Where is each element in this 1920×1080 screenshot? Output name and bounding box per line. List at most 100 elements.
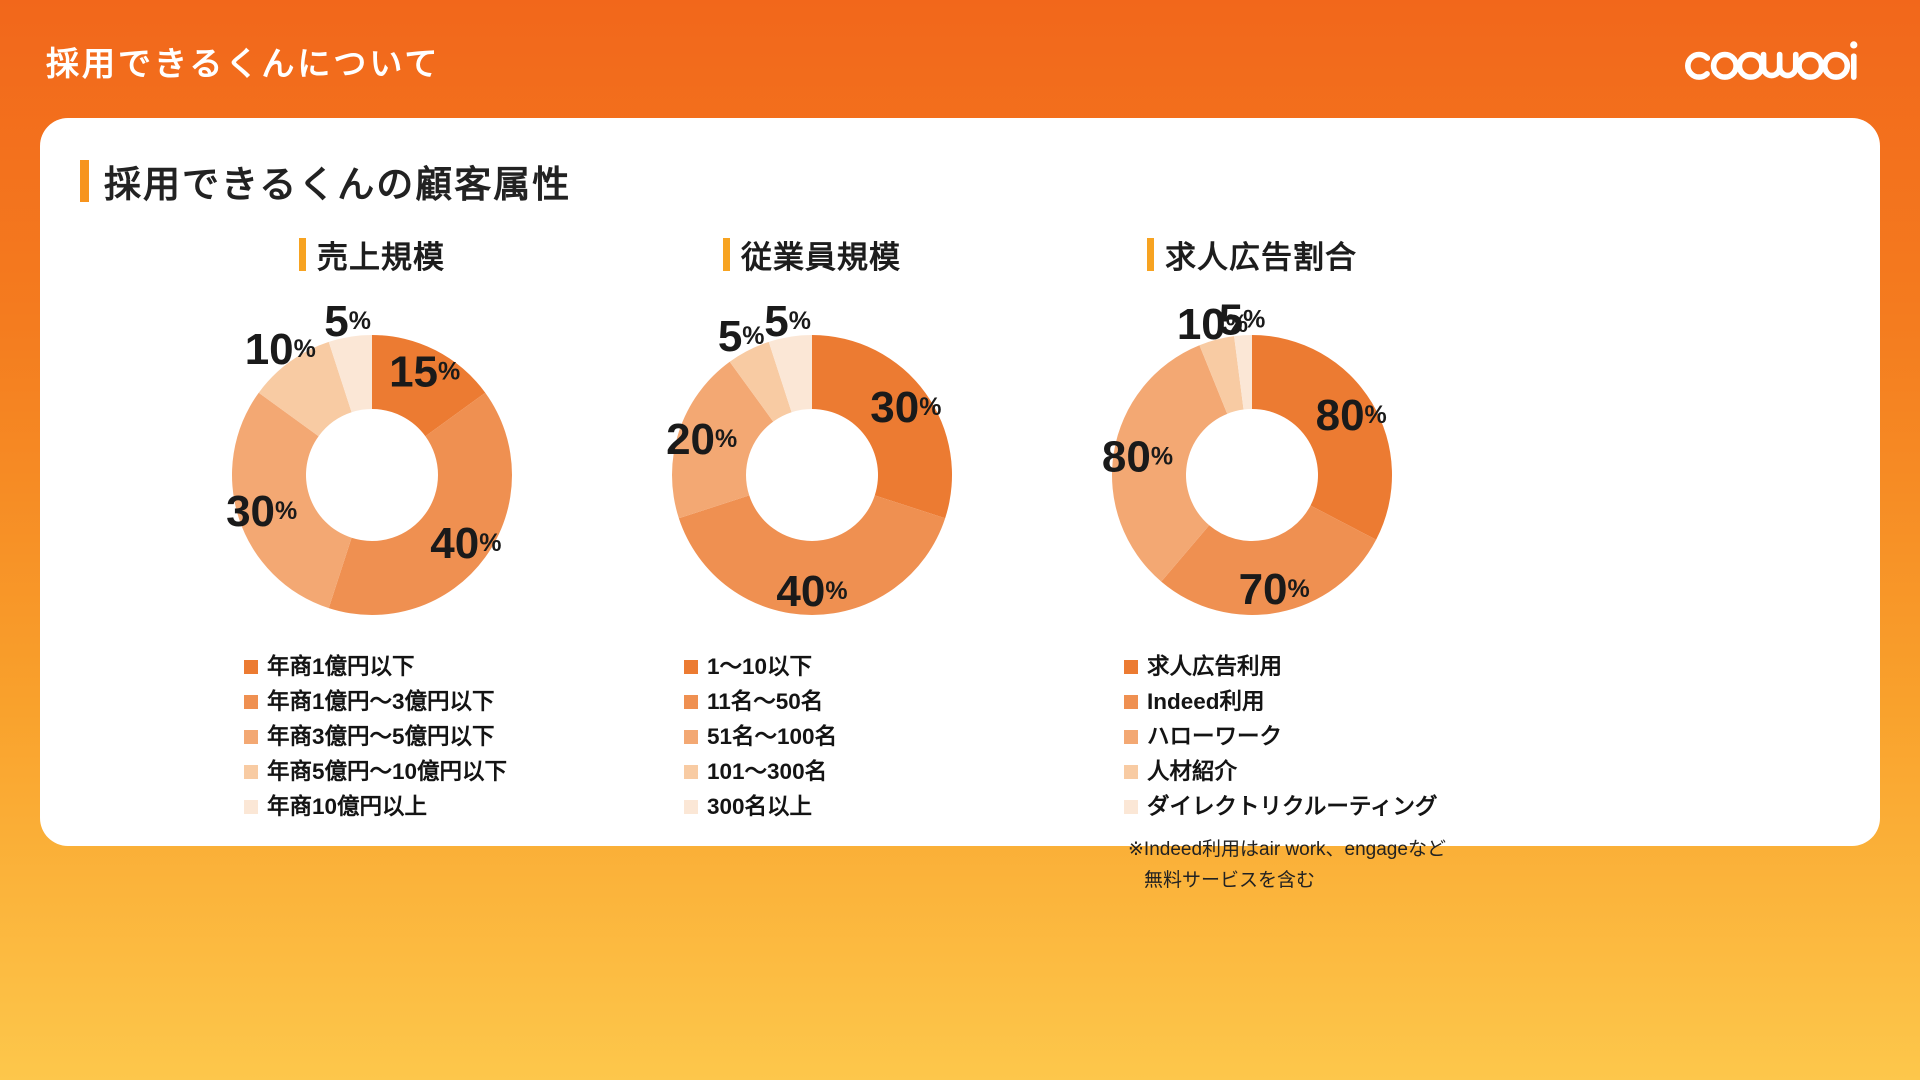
percent-label: 40% <box>430 519 501 568</box>
legend-label: 人材紹介 <box>1147 759 1238 784</box>
legend-label: 101〜300名 <box>707 759 828 784</box>
chart-footnote: 無料サービスを含む <box>1144 870 1316 891</box>
legend-item: 年商1億円以下 <box>244 649 507 684</box>
donut-slice <box>328 392 512 615</box>
legend-swatch <box>1124 764 1138 779</box>
legend-item: 年商3億円〜5億円以下 <box>244 719 507 754</box>
brand-logo <box>1683 32 1868 90</box>
chart-footnote: ※Indeed利用はair work、engageなど <box>1128 839 1446 860</box>
legend-item: 1〜10以下 <box>684 649 837 684</box>
donut-slice <box>678 495 946 616</box>
chart-heading-text: 求人広告割合 <box>1165 240 1357 275</box>
percent-label: 30% <box>226 486 297 535</box>
accent-bar <box>80 160 89 202</box>
legend-item: 300名以上 <box>684 789 837 824</box>
content-card: 採用できるくんの顧客属性 売上規模 15% 40% 30% 10% 5% 年商1億円以下… <box>40 118 1880 891</box>
percent-label: 70% <box>1239 564 1310 613</box>
chart-heading: 求人広告割合 <box>1147 232 1357 277</box>
donut-slice <box>1112 345 1228 582</box>
legend-label: ハローワーク <box>1147 724 1283 749</box>
donut-slice <box>372 335 486 437</box>
legend-swatch <box>1124 659 1138 674</box>
legend-item: ダイレクトリクルーティング <box>1124 789 1437 824</box>
legend-item: 年商1億円〜3億円以下 <box>244 684 507 719</box>
chart-legend: 年商1億円以下年商1億円〜3億円以下 年商3億円〜5億円以下 年商5億円〜10億円以… <box>152 649 507 824</box>
legend-swatch <box>244 659 258 674</box>
legend-item: 11名〜50名 <box>684 684 837 719</box>
donut-slice <box>1234 335 1252 410</box>
percent-label: 5% <box>764 296 811 345</box>
page-title: 採用できるくんについて <box>46 45 441 82</box>
legend-label: 51名〜100名 <box>707 724 838 749</box>
legend-label: 年商1億円以下 <box>267 654 415 679</box>
legend-item: 求人広告利用 <box>1124 649 1437 684</box>
accent-bar <box>723 238 730 271</box>
legend-swatch <box>684 659 698 674</box>
legend-item: ハローワーク <box>1124 719 1437 754</box>
donut-chart: 15% 40% 30% 10%5% <box>226 296 512 615</box>
percent-label: 10% <box>1177 300 1248 349</box>
chart-job-ad-share: 求人広告割合 80% 70% 80% 10% 5% 求人広告利用 Indeed利用 ハローワ… <box>1032 216 1472 896</box>
chart-notes: ※Indeed利用はair work、engageなど無料サービスを含む <box>1032 834 1446 896</box>
legend-item: 101〜300名 <box>684 754 837 789</box>
legend-label: 求人広告利用 <box>1147 654 1283 679</box>
legend-swatch <box>1124 694 1138 709</box>
donut-slice <box>328 335 372 413</box>
chart-sales-scale: 売上規模 15% 40% 30% 10% 5% 年商1億円以下年商1億円〜3億円以下 年商… <box>152 216 592 896</box>
donut-slice <box>812 335 952 519</box>
donut-slice <box>768 335 812 413</box>
donut-slice <box>1252 335 1392 540</box>
legend-swatch <box>244 764 258 779</box>
legend-swatch <box>684 799 698 814</box>
legend-swatch <box>684 729 698 744</box>
legend-swatch <box>1124 799 1138 814</box>
percent-label: 10% <box>245 324 316 373</box>
legend-swatch <box>244 694 258 709</box>
accent-bar <box>1147 238 1154 271</box>
chart-legend: 求人広告利用 Indeed利用 ハローワーク 人材紹介ダイレクトリクルーティング <box>1032 649 1437 824</box>
legend-label: 1〜10以下 <box>707 654 813 679</box>
legend-swatch <box>244 729 258 744</box>
legend-swatch <box>684 764 698 779</box>
donut-chart: 30% 40% 20% 5% 5% <box>666 296 952 616</box>
legend-label: 11名〜50名 <box>707 689 824 714</box>
accent-bar <box>299 238 306 271</box>
donut-slice <box>1161 505 1377 615</box>
legend-item: Indeed利用 <box>1124 684 1437 719</box>
donut-slice <box>231 392 352 609</box>
legend-item: 人材紹介 <box>1124 754 1437 789</box>
percent-label: 20% <box>666 415 737 464</box>
chart-legend: 1〜10以下 11名〜50名 51名〜100名 101〜300名 300名以上 <box>592 649 837 824</box>
legend-label: 年商3億円〜5億円以下 <box>267 724 495 749</box>
chart-employee-scale: 従業員規模 30% 40% 20% 5% 5% 1〜10以下 11名〜50名 51名〜100… <box>592 216 1032 896</box>
donut-slice <box>729 341 792 422</box>
section-title: 採用できるくんの顧客属性 <box>80 154 1840 208</box>
donut-slice <box>1199 336 1244 414</box>
percent-label: 15% <box>389 347 460 396</box>
donut-slice <box>258 341 352 437</box>
legend-label: 年商5億円〜10億円以下 <box>267 759 508 784</box>
percent-label: 5% <box>1219 295 1266 344</box>
percent-label: 5% <box>324 296 371 345</box>
percent-label: 30% <box>870 382 941 431</box>
chart-heading-text: 売上規模 <box>317 240 445 275</box>
section-title-text: 採用できるくんの顧客属性 <box>104 164 572 205</box>
legend-item: 51名〜100名 <box>684 719 837 754</box>
percent-label: 80% <box>1102 432 1173 481</box>
legend-swatch <box>684 694 698 709</box>
chart-heading-text: 従業員規模 <box>741 240 901 275</box>
legend-label: 年商10億円以上 <box>267 794 428 819</box>
legend-label: Indeed利用 <box>1147 689 1265 714</box>
chart-heading: 従業員規模 <box>723 232 901 277</box>
percent-label: 40% <box>776 567 847 616</box>
legend-label: ダイレクトリクルーティング <box>1147 794 1438 819</box>
slide-header: 採用できるくんについて <box>0 0 1920 96</box>
percent-label: 80% <box>1316 390 1387 439</box>
charts-row: 売上規模 15% 40% 30% 10% 5% 年商1億円以下 年商1億円〜3億円以下 年商… <box>80 216 1840 896</box>
legend-label: 年商1億円〜3億円以下 <box>267 689 495 714</box>
legend-swatch <box>1124 729 1138 744</box>
donut-chart: 80% 70% 80% 10%5% <box>1102 295 1392 615</box>
percent-label: 5% <box>718 312 765 361</box>
donut-slice <box>672 361 774 519</box>
chart-heading: 売上規模 <box>299 232 445 277</box>
